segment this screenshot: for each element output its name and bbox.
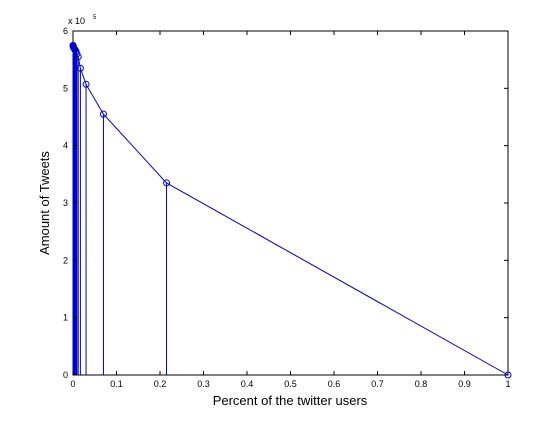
x-tick-label: 0.9 [458,379,471,389]
x-tick-label: 0.7 [371,379,384,389]
x-tick-label: 0.1 [110,379,123,389]
x-tick-label: 1 [505,379,510,389]
y-ticks: 0 1 2 3 4 5 6 [63,26,508,380]
exponent-base: x 10 [68,16,85,26]
x-tick-label: 0.4 [241,379,254,389]
exponent-power: 5 [93,15,97,21]
data-point [82,80,90,88]
y-tick-label: 4 [63,141,68,151]
data-point [74,53,82,61]
markers [69,41,512,379]
y-axis-label: Amount of Tweets [37,151,52,255]
x-axis-label: Percent of the twitter users [213,393,368,408]
x-tick-label: 0.5 [284,379,297,389]
data-point [99,110,107,118]
x-tick-label: 0.8 [415,379,428,389]
y-tick-label: 2 [63,255,68,265]
x-tick-label: 0.3 [197,379,210,389]
data-point [163,179,171,187]
y-tick-label: 3 [63,198,68,208]
plot-frame [72,30,509,376]
x-tick-label: 0 [70,379,75,389]
stems [72,45,168,375]
y-tick-label: 1 [63,313,68,323]
y-tick-label: 0 [63,370,68,380]
x-tick-label: 0.6 [328,379,341,389]
x-ticks: 0 0.1 0.2 0.3 0.4 0.5 0.6 0.7 0.8 0.9 1 [70,31,511,389]
data-point [76,64,84,72]
y-tick-label: 6 [63,26,68,36]
x-tick-label: 0.2 [154,379,167,389]
y-tick-label: 5 [63,83,68,93]
